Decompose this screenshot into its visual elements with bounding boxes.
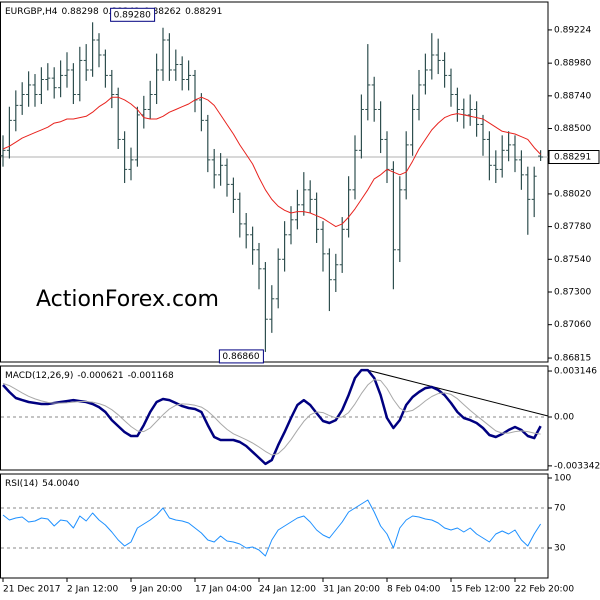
- y-tick-label: 0.87300: [554, 287, 591, 297]
- y-tick-label: 0.00: [554, 413, 574, 423]
- annotation-label: 0.89280: [114, 10, 151, 20]
- indicator-line: [2, 499, 542, 557]
- y-tick-label: 0.88740: [554, 91, 591, 101]
- panel-frame: [0, 365, 549, 471]
- y-tick-label: 0.003146: [554, 367, 597, 377]
- y-tick-label: 30: [554, 544, 566, 554]
- y-tick-label: 100: [554, 474, 571, 484]
- header-value: 54.0040: [42, 479, 79, 489]
- x-tick-label: 9 Jan 20:00: [131, 585, 183, 595]
- x-tick-label: 31 Jan 20:00: [323, 585, 380, 595]
- header-value: -0.001168: [128, 371, 174, 381]
- x-tick-label: 15 Feb 12:00: [451, 585, 510, 595]
- header-value: RSI(14): [5, 479, 38, 489]
- panel-header: RSI(14) 54.0040: [5, 479, 80, 489]
- y-tick-label: 70: [554, 504, 566, 514]
- panel-header: MACD(12,26,9) -0.000621 -0.001168: [5, 371, 174, 381]
- annotation-box: [218, 349, 264, 364]
- header-value: 0.88291: [185, 7, 222, 17]
- panel-frame: [0, 473, 549, 579]
- indicator-line: [2, 96, 541, 228]
- indicator-line: [2, 379, 541, 456]
- header-value: 0.88298: [61, 7, 98, 17]
- annotation-label: 0.86860: [222, 352, 259, 362]
- x-tick-label: 8 Feb 04:00: [387, 585, 441, 595]
- x-tick-label: 17 Jan 04:00: [195, 585, 252, 595]
- y-tick-label: 0.87540: [554, 255, 591, 265]
- price-label-box: [548, 150, 600, 165]
- y-tick-label: -0.003342: [554, 461, 600, 471]
- x-tick-label: 21 Dec 2017: [3, 585, 61, 595]
- watermark: ActionForex.com: [36, 287, 219, 312]
- y-tick-label: 0.87780: [554, 222, 591, 232]
- annotation-box: [110, 7, 156, 22]
- panel-frame: [0, 1, 549, 363]
- y-tick-label: 0.88020: [554, 189, 591, 199]
- y-tick-label: 0.88500: [554, 124, 591, 134]
- header-value: -0.000621: [77, 371, 123, 381]
- y-tick-label: 0.88980: [554, 59, 591, 69]
- header-value: 0.88262: [144, 7, 181, 17]
- price-label: 0.88291: [554, 153, 591, 163]
- y-tick-label: 0.89224: [554, 25, 591, 35]
- x-tick-label: 24 Jan 12:00: [259, 585, 316, 595]
- header-value: EURGBP,H4: [5, 7, 58, 17]
- y-tick-label: 0.86815: [554, 354, 591, 364]
- x-tick-label: 2 Jan 12:00: [67, 585, 119, 595]
- header-value: MACD(12,26,9): [5, 371, 73, 381]
- y-tick-label: 0.87060: [554, 320, 591, 330]
- indicator-line: [2, 368, 542, 466]
- x-tick-label: 22 Feb 20:00: [515, 585, 574, 595]
- trend-line: [366, 369, 549, 417]
